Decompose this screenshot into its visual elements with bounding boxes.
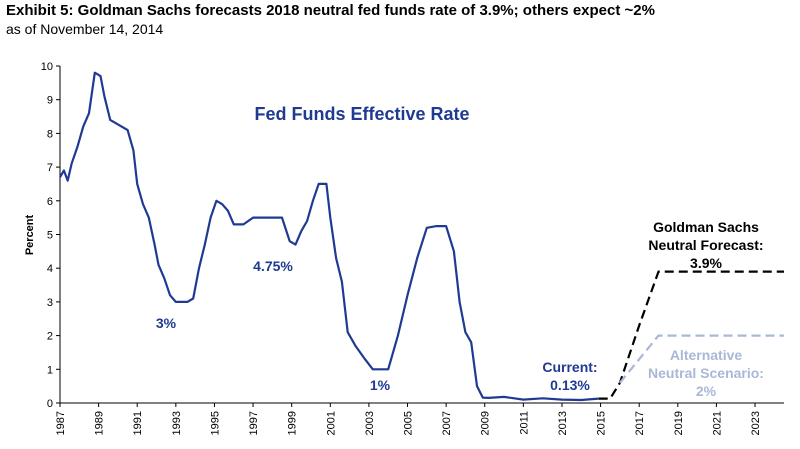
x-tick-label: 2019: [673, 411, 685, 435]
goldman-value: 3.9%: [690, 255, 722, 271]
alternative-scenario-line: [619, 334, 784, 384]
y-tick-label: 3: [47, 297, 53, 309]
x-tick-label: 2013: [557, 411, 569, 435]
x-tick-label: 2011: [518, 411, 530, 435]
y-axis-ticks: 0 1 2 3 4 5 6 7 8 9 10: [41, 61, 60, 410]
x-tick-label: 2007: [441, 411, 453, 435]
effective-rate-line: [59, 71, 599, 402]
y-tick-label: 10: [41, 61, 53, 73]
x-tick-label: 1999: [287, 411, 299, 435]
x-tick-label: 2017: [634, 411, 646, 435]
chart-subtitle: as of November 14, 2014: [6, 21, 164, 37]
chart-series: [59, 71, 784, 402]
goldman-label-line1: Goldman Sachs: [653, 219, 759, 235]
alternative-value: 2%: [696, 383, 717, 399]
x-tick-label: 1987: [55, 411, 67, 435]
y-tick-label: 1: [47, 364, 53, 376]
x-tick-label: 1995: [209, 411, 221, 435]
x-tick-label: 1991: [132, 411, 144, 435]
current-value: 0.13%: [550, 377, 590, 393]
chart-title: Exhibit 5: Goldman Sachs forecasts 2018 …: [6, 2, 655, 19]
alternative-label-line2: Neutral Scenario:: [648, 365, 764, 381]
y-tick-label: 7: [47, 162, 53, 174]
y-tick-label: 9: [47, 95, 53, 107]
x-tick-label: 1993: [171, 411, 183, 435]
y-tick-label: 6: [47, 196, 53, 208]
x-tick-label: 2001: [325, 411, 337, 435]
goldman-label-line2: Neutral Forecast:: [648, 237, 763, 253]
x-axis-ticks: 1987 1989 1991 1993 1995 1997 1999 2001 2003 2005…: [55, 403, 762, 435]
annotation-3pct: 3%: [156, 315, 177, 331]
x-tick-label: 1997: [248, 411, 260, 435]
x-tick-label: 2023: [750, 411, 762, 435]
series-title-annotation: Fed Funds Effective Rate: [254, 104, 469, 124]
x-tick-label: 2003: [364, 411, 376, 435]
y-tick-label: 2: [47, 331, 53, 343]
y-tick-label: 4: [47, 263, 53, 275]
y-tick-label: 8: [47, 128, 53, 140]
y-tick-label: 5: [47, 230, 53, 242]
x-tick-label: 2021: [711, 411, 723, 435]
y-tick-label: 0: [47, 398, 53, 410]
current-label: Current:: [542, 359, 597, 375]
goldman-forecast-line: [598, 270, 784, 400]
x-tick-label: 2009: [480, 411, 492, 435]
x-tick-label: 1989: [94, 411, 106, 435]
alternative-label-line1: Alternative: [670, 347, 743, 363]
y-axis-label: Percent: [24, 214, 36, 255]
x-tick-label: 2015: [596, 411, 608, 435]
x-tick-label: 2005: [403, 411, 415, 435]
annotation-1pct: 1%: [370, 377, 391, 393]
annotation-4-75pct: 4.75%: [253, 258, 293, 274]
